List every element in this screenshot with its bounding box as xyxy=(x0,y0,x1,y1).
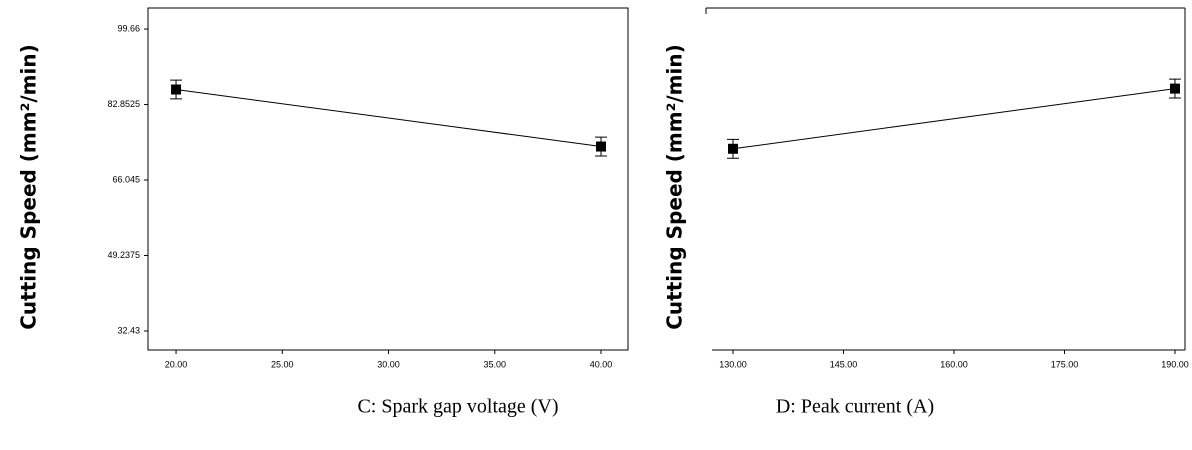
y-tick-label: 82.8525 xyxy=(107,99,140,109)
x-axis-title: D: Peak current (A) xyxy=(776,396,934,418)
x-tick-label: 130.00 xyxy=(719,359,747,369)
point xyxy=(727,143,738,154)
y-tick-label: 99.66 xyxy=(117,23,140,33)
point xyxy=(596,141,607,152)
x-tick-label: 35.00 xyxy=(484,359,507,369)
y-axis-title: Cutting Speed (mm²/min) xyxy=(663,44,687,330)
x-tick-label: 145.00 xyxy=(830,359,858,369)
point xyxy=(171,84,182,95)
line xyxy=(175,89,602,148)
line xyxy=(732,88,1176,150)
x-axis-title: C: Spark gap voltage (V) xyxy=(357,396,558,418)
x-tick-label: 20.00 xyxy=(165,359,188,369)
x-tick-label: 175.00 xyxy=(1051,359,1079,369)
point xyxy=(1169,83,1180,94)
x-tick-label: 30.00 xyxy=(377,359,400,369)
x-tick-label: 40.00 xyxy=(590,359,613,369)
y-tick-label: 32.43 xyxy=(117,325,140,335)
plot-frame xyxy=(147,7,629,351)
x-tick-label: 160.00 xyxy=(940,359,968,369)
y-axis-title: Cutting Speed (mm²/min) xyxy=(17,44,41,330)
x-tick-label: 190.00 xyxy=(1161,359,1189,369)
y-tick-label: 66.045 xyxy=(112,174,140,184)
y-tick-label: 49.2375 xyxy=(107,250,140,260)
x-tick-label: 25.00 xyxy=(271,359,294,369)
